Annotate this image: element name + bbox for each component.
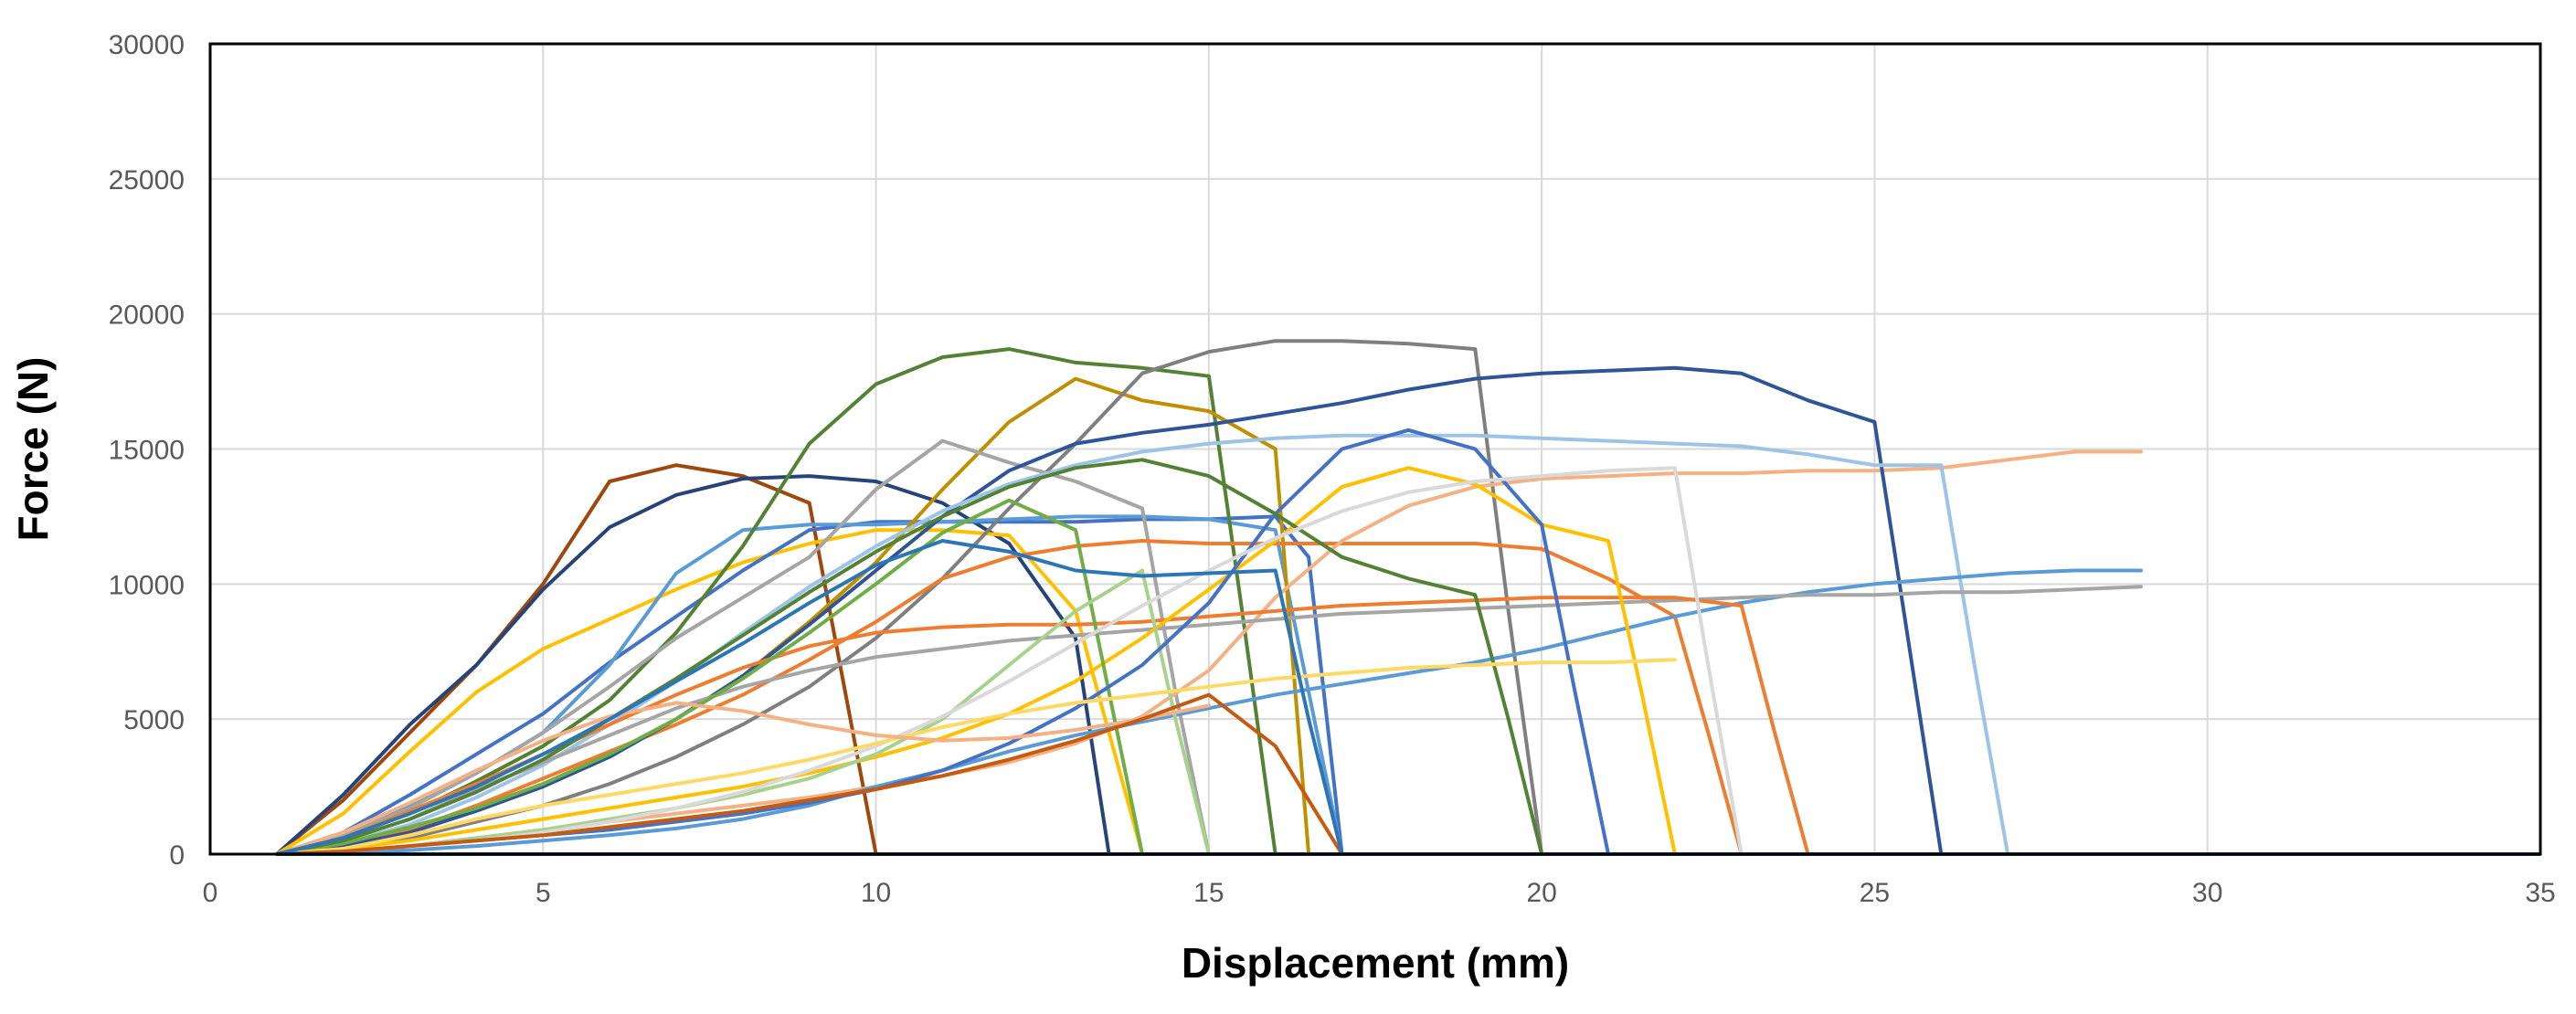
y-axis-ticks: 0 5000 10000 15000 20000 25000 30000	[109, 30, 185, 871]
x-tick-label: 30	[2192, 878, 2222, 908]
series-line	[274, 466, 1744, 856]
x-tick-label: 15	[1193, 878, 1224, 908]
series-line	[274, 528, 1144, 856]
series-line	[274, 539, 1744, 856]
series-line	[274, 458, 1544, 856]
y-tick-label: 20000	[109, 301, 185, 331]
gridlines	[209, 43, 2541, 855]
y-tick-label: 15000	[109, 436, 185, 466]
series-line	[274, 463, 878, 856]
series-line	[274, 365, 1944, 856]
x-tick-label: 10	[861, 878, 891, 908]
x-tick-label: 25	[1860, 878, 1890, 908]
series-line	[274, 539, 1344, 856]
series-lines	[274, 339, 2540, 856]
x-tick-label: 0	[203, 878, 218, 908]
y-tick-label: 10000	[109, 570, 185, 600]
series-line	[274, 568, 2143, 856]
y-tick-label: 30000	[109, 30, 185, 60]
series-line	[274, 433, 2010, 856]
series-line	[274, 498, 1144, 856]
x-axis-ticks: 0 5 10 15 20 25 30 35	[203, 878, 2556, 908]
y-tick-label: 0	[169, 840, 185, 871]
series-line	[274, 692, 1344, 856]
series-line	[274, 658, 1677, 856]
series-line	[274, 701, 1211, 856]
plot-frame	[208, 42, 2542, 856]
x-axis-title: Displacement (mm)	[1182, 939, 1569, 987]
series-line	[274, 585, 2143, 856]
x-tick-label: 20	[1526, 878, 1556, 908]
y-axis-title: Force (N)	[9, 357, 57, 542]
y-tick-label: 25000	[109, 165, 185, 195]
series-line	[274, 474, 1111, 856]
series-line	[274, 466, 1677, 856]
y-tick-label: 5000	[123, 705, 185, 735]
x-tick-label: 5	[535, 878, 551, 908]
x-tick-label: 35	[2525, 878, 2555, 908]
series-line	[274, 438, 1211, 856]
